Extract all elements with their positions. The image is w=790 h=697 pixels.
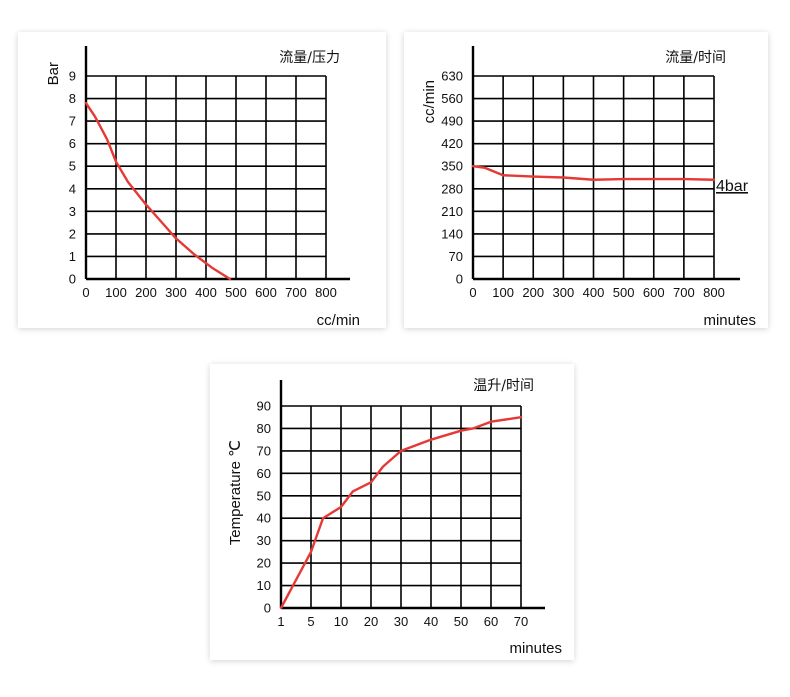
data-line xyxy=(471,165,716,181)
x-axis-label: minutes xyxy=(703,312,756,329)
chart-title: 流量/时间 xyxy=(665,50,726,66)
y-tick-label: 20 xyxy=(257,556,271,571)
y-axis-label: Temperature ℃ xyxy=(227,440,244,545)
x-tick-label: 0 xyxy=(469,285,476,300)
x-tick-label: 400 xyxy=(195,285,217,300)
y-tick-label: 8 xyxy=(69,91,76,106)
x-tick-label: 800 xyxy=(703,285,725,300)
x-tick-label: 0 xyxy=(82,285,89,300)
x-tick-label: 60 xyxy=(484,614,498,629)
x-tick-label: 500 xyxy=(225,285,247,300)
y-tick-label: 70 xyxy=(257,443,271,458)
x-tick-label: 1 xyxy=(277,614,284,629)
y-tick-label: 10 xyxy=(257,578,271,593)
y-tick-label: 50 xyxy=(257,488,271,503)
y-tick-label: 0 xyxy=(456,272,463,287)
y-tick-label: 3 xyxy=(69,204,76,219)
y-tick-label: 70 xyxy=(449,249,463,264)
y-tick-label: 30 xyxy=(257,533,271,548)
x-tick-label: 800 xyxy=(315,285,337,300)
chart-panel-flow-time: 0 100 200 300 400 500 600 700 800 0 70 140 210 280 350… xyxy=(404,32,768,329)
x-axis-label: minutes xyxy=(509,640,562,657)
x-tick-label: 700 xyxy=(285,285,307,300)
y-tick-label: 9 xyxy=(69,69,76,84)
y-axis-label: cc/min xyxy=(421,80,438,123)
y-tick-label: 140 xyxy=(441,226,463,241)
x-tick-label: 700 xyxy=(673,285,695,300)
y-tick-label: 6 xyxy=(69,136,76,151)
y-tick-label: 1 xyxy=(69,249,76,264)
y-tick-label: 90 xyxy=(257,399,271,414)
chart-temperature-time: 1 5 10 20 30 40 50 60 70 0 10 20 30 40 50 60 70 80 90 温升/时间… xyxy=(227,378,562,657)
x-tick-label: 20 xyxy=(364,614,378,629)
y-tick-label: 60 xyxy=(257,466,271,481)
y-tick-label: 630 xyxy=(441,69,463,84)
chart-flow-pressure: 0 100 200 300 400 500 600 700 800 0 1 2 3 4 5 6 7 8 9 流量/压力… xyxy=(45,46,360,329)
x-tick-label: 100 xyxy=(105,285,127,300)
x-tick-label: 300 xyxy=(165,285,187,300)
data-line xyxy=(279,416,523,610)
chart-title: 流量/压力 xyxy=(279,50,340,66)
chart-title: 温升/时间 xyxy=(473,378,534,394)
y-tick-label: 350 xyxy=(441,159,463,174)
x-tick-label: 200 xyxy=(522,285,544,300)
x-tick-label: 50 xyxy=(454,614,468,629)
x-tick-label: 40 xyxy=(424,614,438,629)
y-tick-label: 280 xyxy=(441,181,463,196)
y-tick-label: 210 xyxy=(441,204,463,219)
y-tick-label: 40 xyxy=(257,511,271,526)
data-line xyxy=(84,101,232,281)
x-tick-label: 30 xyxy=(394,614,408,629)
x-tick-label: 300 xyxy=(553,285,575,300)
chart-panel-flow-pressure: 0 100 200 300 400 500 600 700 800 0 1 2 3 4 5 6 7 8 9 流量/压力… xyxy=(18,32,386,329)
chart-flow-time: 0 100 200 300 400 500 600 700 800 0 70 140 210 280 350… xyxy=(421,46,756,329)
y-tick-label: 0 xyxy=(69,272,76,287)
y-tick-label: 2 xyxy=(69,226,76,241)
y-tick-label: 4 xyxy=(69,181,76,196)
x-tick-label: 100 xyxy=(492,285,514,300)
y-axis-label: Bar xyxy=(45,62,62,85)
line-annotation-label: 4bar xyxy=(716,178,749,195)
y-tick-label: 420 xyxy=(441,136,463,151)
x-tick-label: 200 xyxy=(135,285,157,300)
y-tick-label: 0 xyxy=(264,601,271,616)
x-tick-label: 600 xyxy=(643,285,665,300)
x-tick-label: 5 xyxy=(307,614,314,629)
y-tick-label: 560 xyxy=(441,91,463,106)
x-tick-label: 500 xyxy=(613,285,635,300)
x-axis-label: cc/min xyxy=(317,312,360,329)
x-tick-label: 400 xyxy=(583,285,605,300)
x-tick-label: 600 xyxy=(255,285,277,300)
y-tick-label: 7 xyxy=(69,114,76,129)
chart-panel-temperature-time: 1 5 10 20 30 40 50 60 70 0 10 20 30 40 50 60 70 80 90 温升/时间… xyxy=(210,364,574,660)
y-tick-label: 490 xyxy=(441,114,463,129)
x-tick-label: 70 xyxy=(514,614,528,629)
y-tick-label: 80 xyxy=(257,421,271,436)
x-tick-label: 10 xyxy=(334,614,348,629)
y-tick-label: 5 xyxy=(69,159,76,174)
